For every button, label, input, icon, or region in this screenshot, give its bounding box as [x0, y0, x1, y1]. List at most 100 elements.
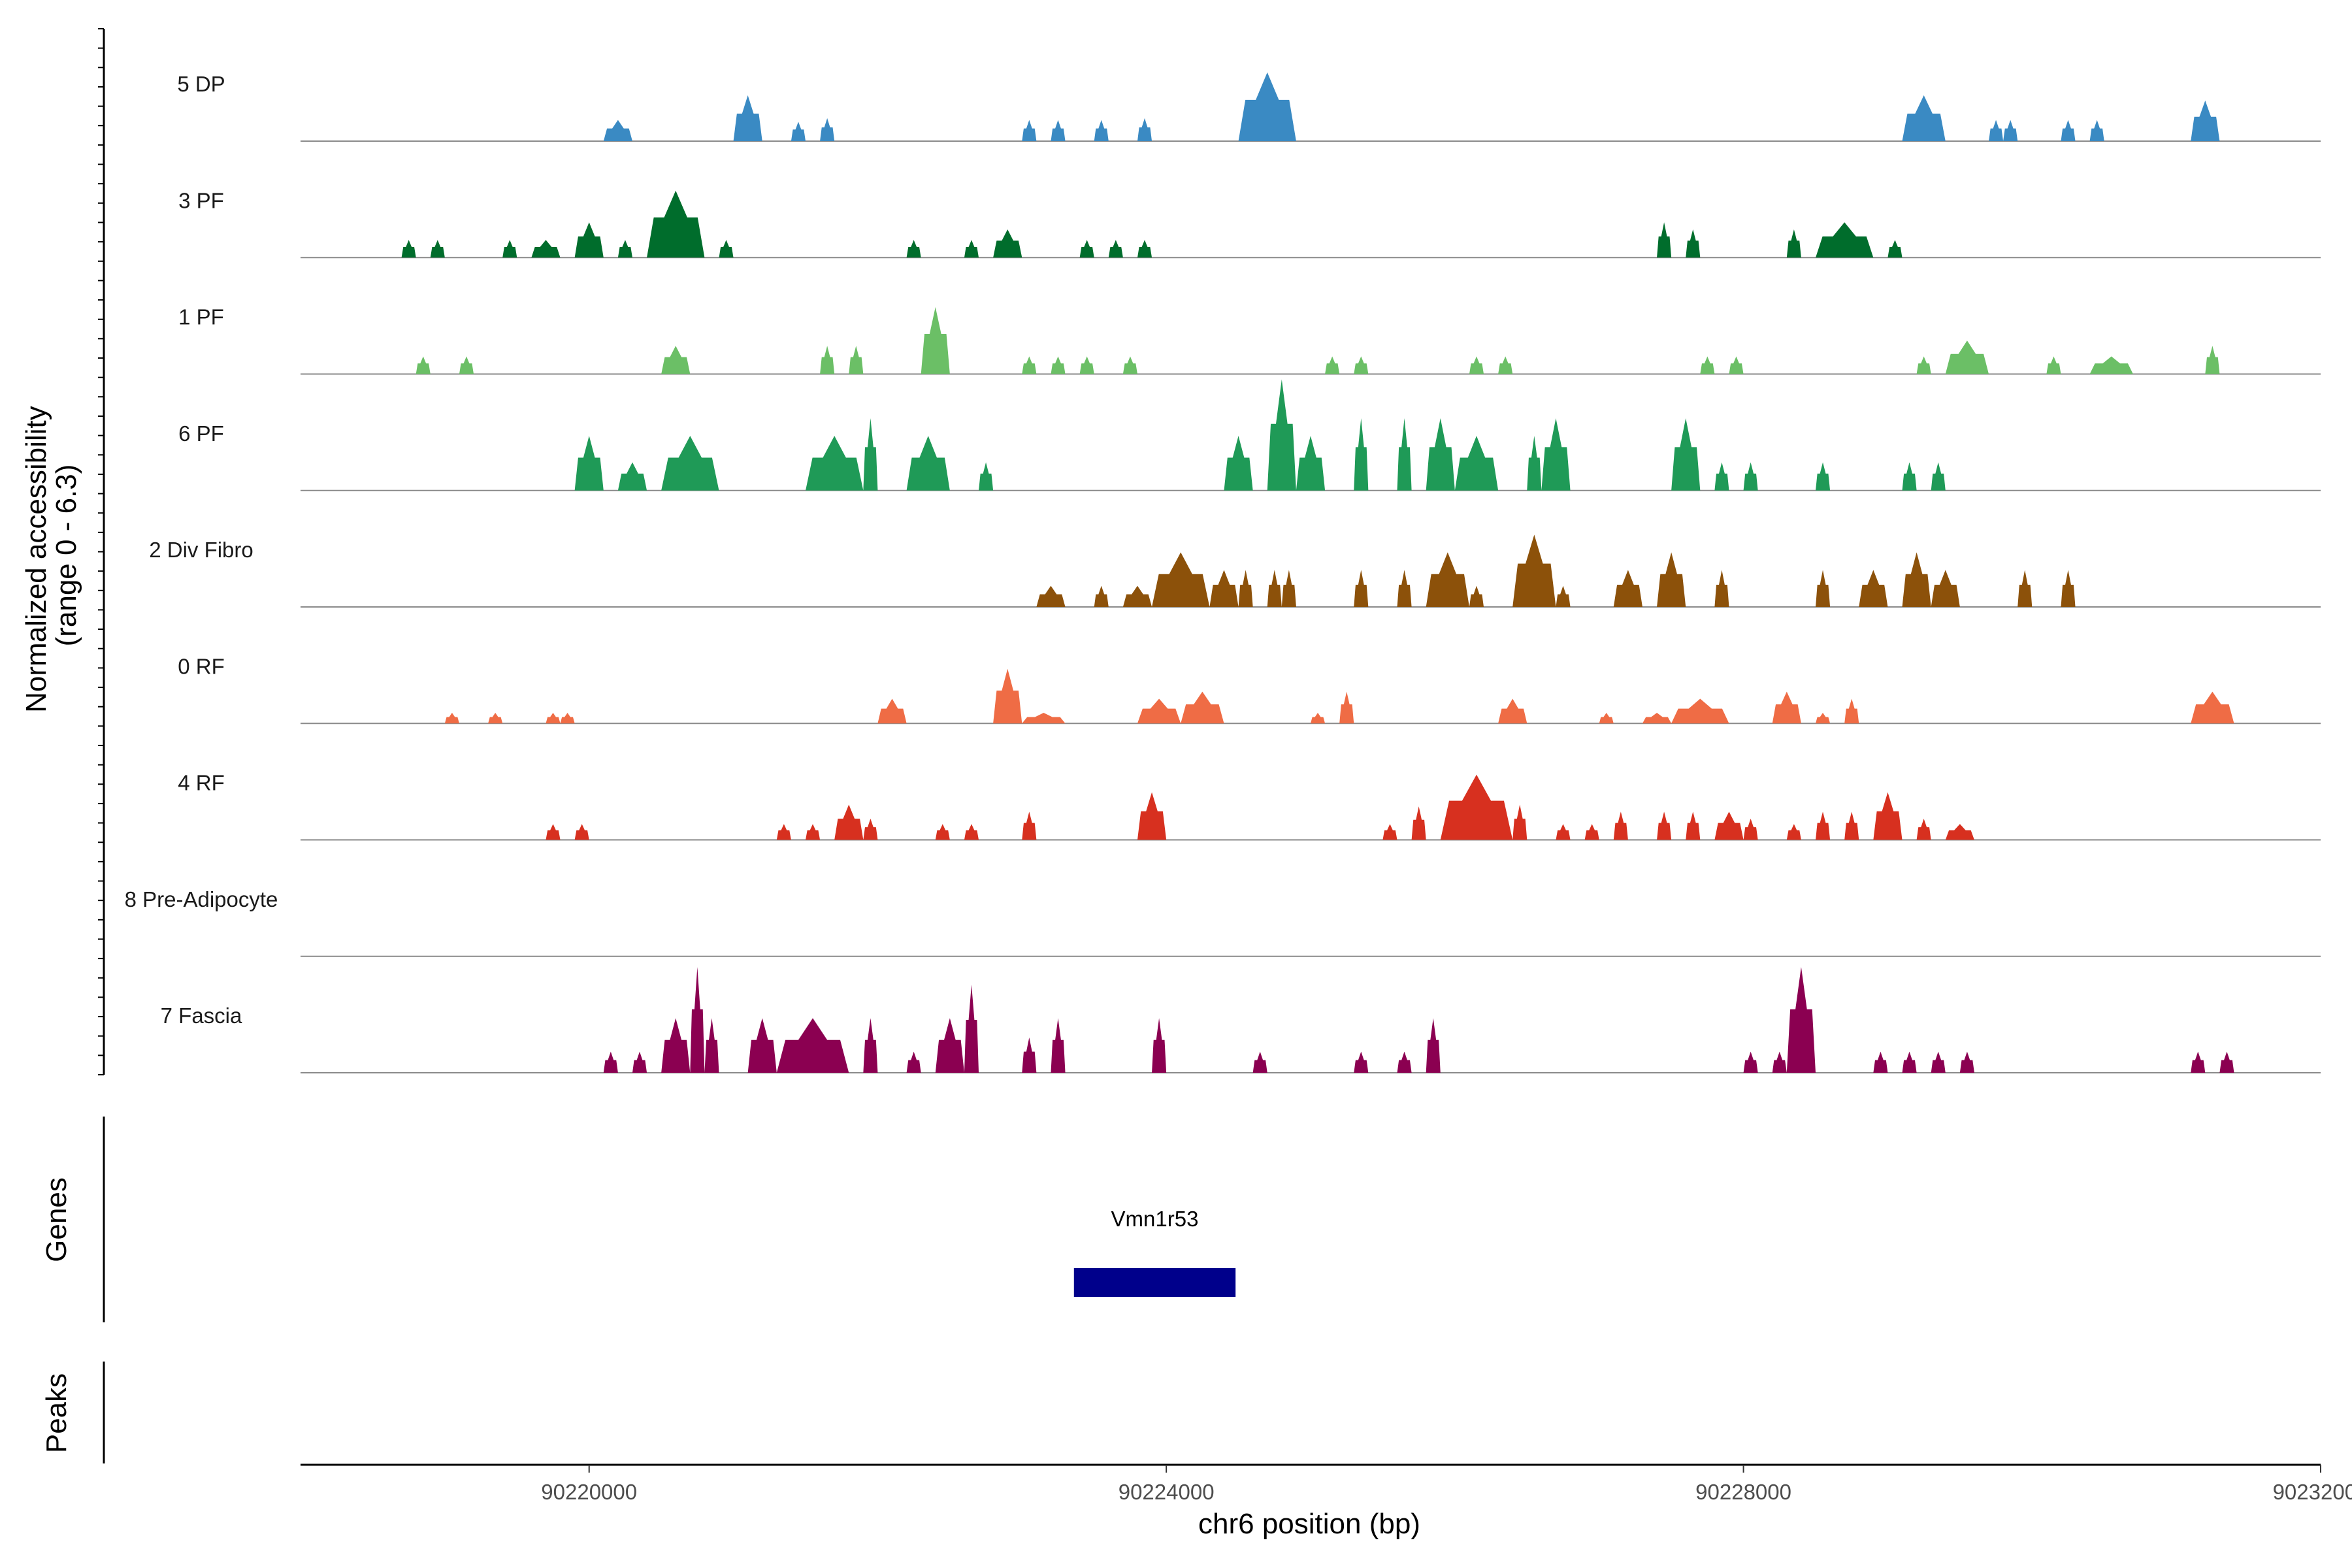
coverage-peak: [1700, 356, 1715, 374]
x-axis-title: chr6 position (bp): [1198, 1508, 1420, 1540]
coverage-peak: [1152, 552, 1210, 607]
coverage-peak: [1642, 713, 1672, 724]
tracks-group: 5 DP 3 PF 1 PF 6 PF 2 Div Fibro 0 RF 4 RF 8 Pre…: [125, 72, 2321, 1073]
coverage-peak: [1686, 811, 1701, 840]
coverage-peak: [2219, 1051, 2234, 1073]
coverage-peak: [2061, 570, 2076, 607]
coverage-peak: [993, 668, 1022, 724]
y-axis-title-range: (range 0 - 6.3): [50, 465, 82, 647]
coverage-peak: [2089, 120, 2104, 141]
coverage-peak: [1094, 120, 1109, 141]
coverage-peak: [531, 240, 561, 258]
coverage-peak: [1584, 824, 1599, 840]
coverage-peak: [1051, 1018, 1066, 1073]
coverage-peak: [1079, 356, 1094, 374]
coverage-peak: [1686, 229, 1701, 258]
coverage-peak: [2191, 100, 2220, 141]
coverage-peak: [1137, 240, 1152, 258]
track-label: 1 PF: [178, 305, 224, 329]
coverage-peak: [1931, 462, 1946, 491]
coverage-peak: [1354, 418, 1369, 491]
coverage-peak: [1022, 1037, 1037, 1073]
coverage-peak: [704, 1018, 719, 1073]
coverage-peak: [1772, 691, 1801, 724]
coverage-peak: [1786, 967, 1816, 1073]
coverage-peak: [1945, 824, 1974, 840]
coverage-peak: [1945, 340, 1989, 374]
coverage-peak: [1887, 240, 1903, 258]
track-0-rf: 0 RF: [178, 654, 2321, 725]
coverage-peak: [1426, 552, 1469, 607]
coverage-peak: [747, 1018, 777, 1073]
coverage-peak: [1397, 1051, 1412, 1073]
coverage-peak: [1137, 118, 1152, 141]
coverage-peak: [444, 713, 459, 724]
coverage-peak: [1498, 356, 1513, 374]
coverage-peak: [1440, 774, 1513, 840]
coverage-peak: [1714, 462, 1729, 491]
track-label: 8 Pre-Adipocyte: [125, 887, 278, 911]
coverage-peak: [806, 436, 864, 491]
coverage-peak: [1382, 824, 1397, 840]
coverage-peak: [906, 240, 921, 258]
coverage-peak: [1469, 356, 1484, 374]
track-label: 3 PF: [178, 188, 224, 212]
gene-label: Vmn1r53: [1111, 1207, 1199, 1231]
coverage-peak: [1743, 819, 1758, 840]
coverage-peak: [1022, 811, 1037, 840]
track-label: 6 PF: [178, 421, 224, 446]
genes-group: Vmn1r53: [1073, 1207, 1236, 1297]
left-axis-group: [98, 28, 105, 1075]
coverage-peak: [979, 462, 994, 491]
x-tick-label: 90232000: [2273, 1480, 2352, 1504]
coverage-peak: [1354, 570, 1369, 607]
coverage-peak: [1339, 691, 1354, 724]
track-label: 2 Div Fibro: [149, 538, 253, 562]
coverage-peak: [964, 240, 979, 258]
coverage-peak: [1989, 120, 2004, 141]
coverage-peak: [1137, 792, 1167, 840]
coverage-peak: [560, 713, 575, 724]
peaks-panel-title: Peaks: [41, 1373, 73, 1453]
coverage-peak: [1454, 436, 1499, 491]
coverage-peak: [603, 120, 632, 141]
coverage-peak: [834, 804, 864, 840]
coverage-peak: [1354, 356, 1369, 374]
coverage-peak: [1743, 1051, 1758, 1073]
coverage-peak: [632, 1051, 647, 1073]
x-tick-label: 90228000: [1695, 1480, 1791, 1504]
gene-body: [1073, 1268, 1236, 1297]
coverage-peak: [1512, 804, 1527, 840]
track-3-pf: 3 PF: [178, 188, 2321, 259]
coverage-peak: [488, 713, 503, 724]
coverage-peak: [863, 819, 878, 840]
coverage-peak: [1816, 713, 1831, 724]
coverage-peak: [1916, 819, 1931, 840]
coverage-peak: [921, 306, 950, 374]
coverage-peak: [906, 436, 950, 491]
coverage-peak: [2089, 356, 2133, 374]
coverage-peak: [820, 346, 835, 374]
coverage-peak: [502, 240, 517, 258]
coverage-peak: [1671, 418, 1701, 491]
coverage-peak: [1152, 1018, 1167, 1073]
coverage-peak: [1022, 356, 1037, 374]
coverage-peak: [2191, 1051, 2206, 1073]
coverage-peak: [1873, 792, 1903, 840]
coverage-peak: [574, 436, 604, 491]
coverage-peak: [1512, 534, 1556, 607]
coverage-peak: [416, 356, 431, 374]
coverage-peak: [1051, 120, 1066, 141]
track-label: 5 DP: [177, 72, 225, 96]
coverage-peak: [401, 240, 416, 258]
coverage-peak: [661, 346, 691, 374]
coverage-peak: [1931, 570, 1960, 607]
coverage-peak: [1556, 585, 1571, 607]
coverage-peak: [647, 190, 705, 258]
coverage-peak: [1036, 585, 1066, 607]
coverage-peak: [1772, 1051, 1787, 1073]
x-tick-label: 90220000: [541, 1480, 637, 1504]
track-label: 7 Fascia: [161, 1004, 242, 1028]
coverage-peak: [1281, 570, 1296, 607]
